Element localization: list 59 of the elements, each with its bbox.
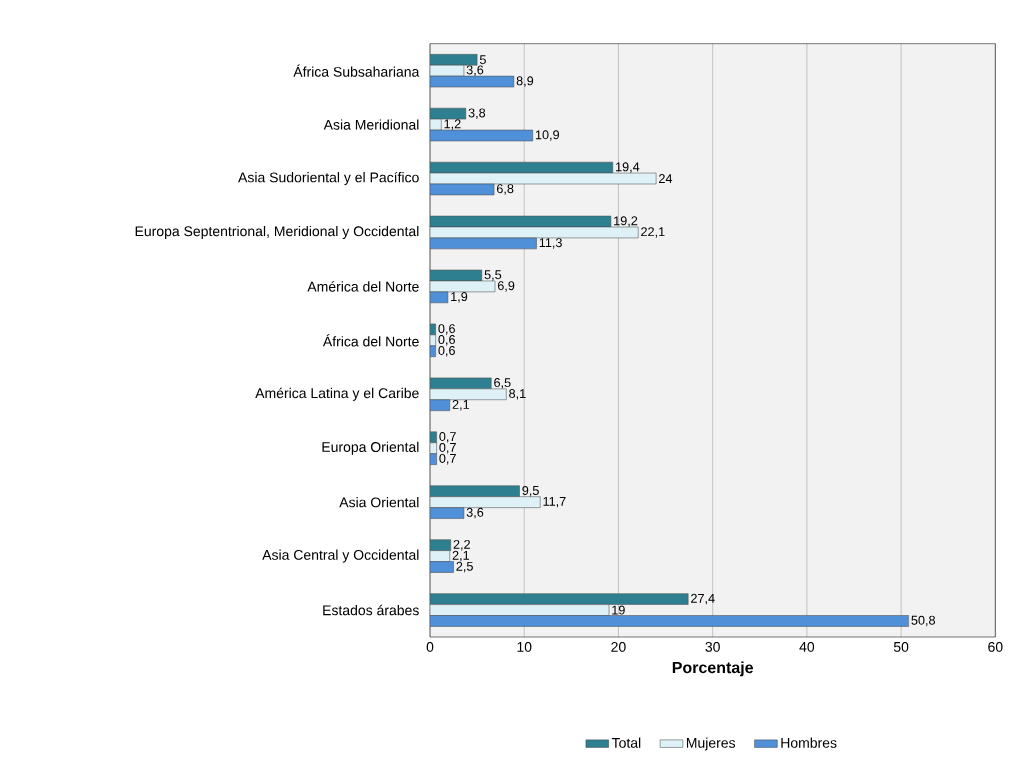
data-label: 2,1 (452, 550, 470, 562)
data-label: 11,7 (543, 496, 566, 508)
y-tick-label: Asia Central y Occidental (262, 549, 419, 563)
data-label: 19,2 (614, 216, 638, 227)
data-label: 0,7 (439, 442, 456, 454)
legend-label: Total (611, 737, 641, 748)
bar (430, 604, 610, 616)
data-label: 0,7 (439, 432, 456, 443)
x-tick-label: 0 (426, 641, 434, 652)
x-axis-title: Porcentaje (672, 661, 754, 677)
bar (430, 615, 909, 627)
x-tick-label: 50 (893, 641, 909, 652)
legend-label: Hombres (781, 737, 837, 748)
data-label: 22,1 (641, 227, 665, 238)
x-tick-label: 20 (611, 641, 626, 652)
data-label: 0,6 (438, 346, 455, 357)
y-tick-label: América del Norte (307, 281, 419, 292)
bar (430, 388, 507, 401)
data-label: 3,8 (468, 108, 486, 119)
data-label: 9,5 (522, 485, 539, 497)
y-tick-label: Europa Septentrional, Meridional y Occidental (135, 225, 419, 239)
data-label: 5 (479, 55, 486, 65)
data-label: 2,2 (453, 539, 470, 551)
data-label: 1,9 (451, 292, 468, 303)
data-label: 2,5 (456, 561, 473, 573)
data-label: 50,8 (911, 615, 936, 627)
data-label: 10,9 (535, 130, 560, 141)
data-label: 3,6 (466, 507, 484, 519)
data-label: 11,3 (539, 238, 562, 249)
x-tick-label: 10 (517, 641, 532, 652)
legend-label: Mujeres (686, 737, 736, 751)
data-label: 19 (612, 605, 625, 615)
y-tick-label: Asia Oriental (339, 497, 419, 508)
x-tick-label: 30 (705, 641, 720, 652)
y-tick-label: África Subsahariana (293, 64, 420, 77)
data-label: 3,6 (466, 65, 484, 76)
data-label: 0,6 (438, 335, 455, 346)
data-label: 1,2 (444, 119, 461, 130)
x-tick-label: 60 (988, 641, 1003, 652)
data-label: 8,9 (516, 76, 534, 87)
data-label: 0,7 (439, 453, 456, 465)
data-label: 6,8 (496, 184, 514, 195)
data-label: 0,6 (438, 324, 455, 335)
x-tick-label: 40 (799, 641, 815, 652)
data-label: 5,5 (484, 270, 502, 281)
y-tick-label: Estados árabes (323, 604, 419, 616)
y-tick-label: Asia Sudoriental y el Pacífico (238, 171, 419, 186)
y-tick-label: Europa Oriental (322, 441, 419, 455)
y-tick-label: Asia Meridional (323, 119, 419, 130)
bar (430, 496, 541, 508)
y-tick-label: África del Norte (322, 334, 419, 347)
data-label: 2,1 (452, 399, 470, 411)
data-label: 8,1 (509, 389, 526, 400)
y-tick-label: América Latina y el Caribe (255, 387, 419, 401)
data-label: 19,4 (616, 162, 640, 173)
data-label: 27,4 (691, 593, 715, 605)
data-label: 6,5 (494, 378, 511, 389)
data-label: 6,9 (497, 281, 515, 292)
data-label: 24 (659, 174, 673, 183)
